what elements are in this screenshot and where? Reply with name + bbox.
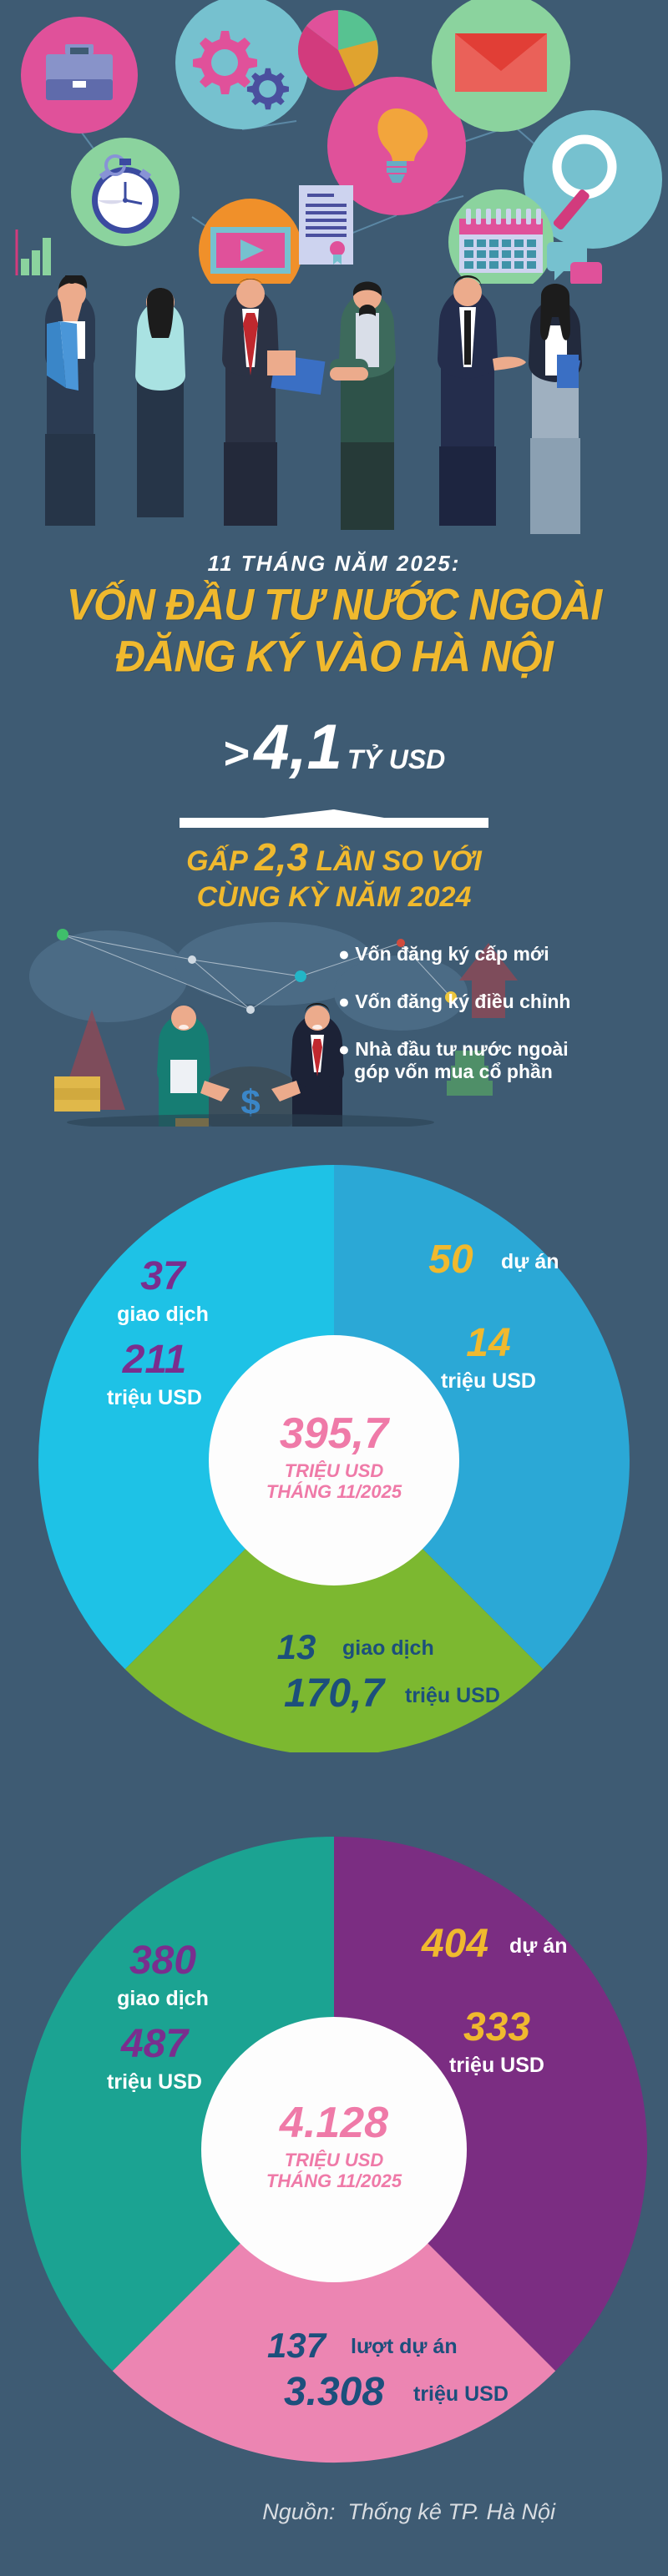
svg-text:giao dịch: giao dịch: [342, 1636, 434, 1660]
svg-text:triệu USD: triệu USD: [449, 2054, 544, 2077]
svg-text:giao dịch: giao dịch: [117, 1987, 209, 2010]
svg-text:dự án: dự án: [501, 1250, 559, 1273]
svg-text:triệu USD: triệu USD: [405, 1684, 500, 1707]
svg-text:37: 37: [140, 1254, 187, 1298]
svg-text:380: 380: [129, 1938, 196, 1983]
svg-text:14: 14: [466, 1321, 510, 1365]
svg-text:giao dịch: giao dịch: [117, 1303, 209, 1326]
svg-text:395,7: 395,7: [280, 1409, 390, 1458]
svg-text:TRIỆU USD: TRIỆU USD: [285, 2150, 384, 2170]
svg-text:TRIỆU USD: TRIỆU USD: [285, 1460, 384, 1481]
svg-text:487: 487: [120, 2022, 190, 2066]
svg-text:THÁNG 11/2025: THÁNG 11/2025: [266, 1481, 402, 1502]
svg-text:dự án: dự án: [509, 1934, 568, 1958]
svg-text:lượt dự án: lượt dự án: [351, 2335, 458, 2358]
svg-text:triệu USD: triệu USD: [107, 2070, 202, 2094]
svg-text:triệu USD: triệu USD: [107, 1386, 202, 1409]
svg-text:137: 137: [267, 2326, 327, 2365]
svg-text:triệu USD: triệu USD: [413, 2382, 509, 2406]
svg-text:3.308: 3.308: [284, 2370, 384, 2414]
svg-text:170,7: 170,7: [284, 1671, 386, 1716]
svg-text:4.128: 4.128: [279, 2099, 388, 2147]
svg-text:THÁNG 11/2025: THÁNG 11/2025: [266, 2170, 402, 2191]
svg-text:13: 13: [277, 1627, 316, 1666]
svg-text:333: 333: [463, 2005, 530, 2049]
svg-text:triệu USD: triệu USD: [441, 1369, 536, 1393]
svg-text:50: 50: [428, 1238, 473, 1282]
svg-text:404: 404: [421, 1922, 488, 1966]
svg-text:211: 211: [122, 1338, 187, 1382]
